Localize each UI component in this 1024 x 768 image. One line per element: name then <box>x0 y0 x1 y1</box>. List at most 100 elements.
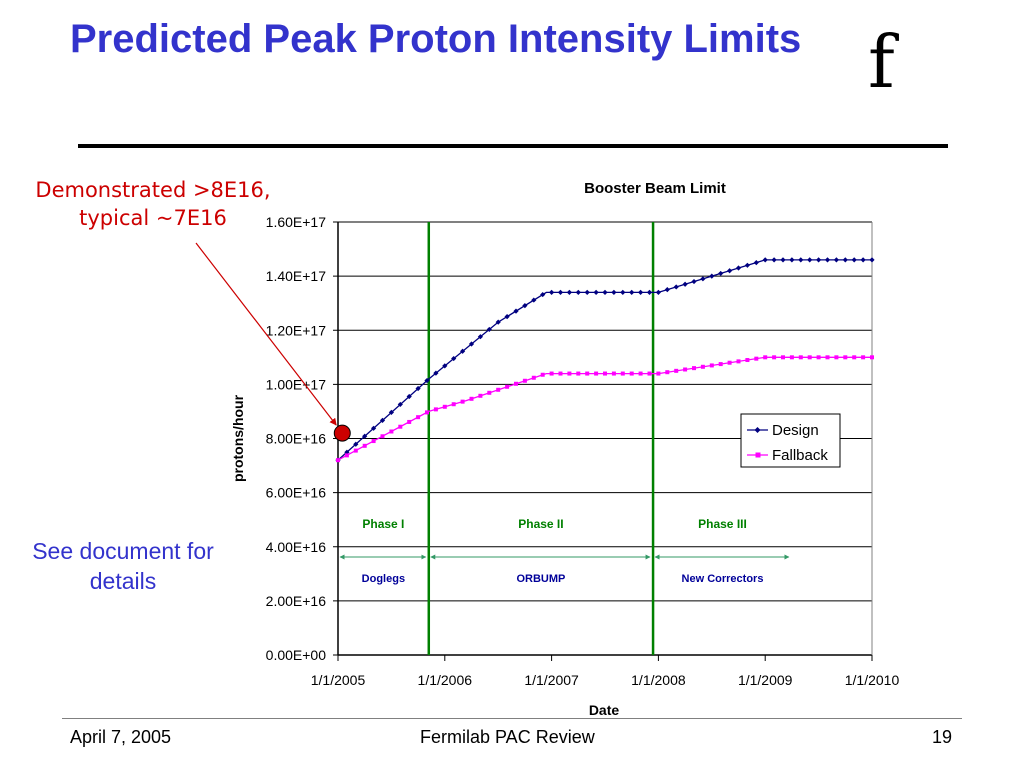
data-point-design <box>735 265 742 271</box>
details-note: See document for details <box>32 538 214 594</box>
legend-swatch-marker <box>755 452 761 458</box>
data-point-fallback <box>709 363 714 368</box>
slide-title: Predicted Peak Proton Intensity Limits <box>70 17 802 61</box>
data-point-fallback <box>558 371 563 376</box>
data-point-fallback <box>603 371 607 376</box>
footer-divider <box>62 718 962 719</box>
data-point-fallback <box>594 371 599 376</box>
y-tick-label: 1.60E+17 <box>266 214 327 230</box>
data-point-fallback <box>789 355 794 360</box>
data-point-design <box>638 289 644 295</box>
y-tick-label: 1.20E+17 <box>266 322 327 338</box>
data-point-design <box>433 370 439 376</box>
phase-span-label: New Correctors <box>682 573 764 585</box>
data-point-fallback <box>451 402 456 407</box>
data-point-design <box>477 334 483 340</box>
demonstrated-callout: Demonstrated >8E16, typical ~7E16 <box>35 178 271 230</box>
data-point-fallback <box>665 370 670 375</box>
data-point-design <box>833 257 839 263</box>
data-point-fallback <box>718 362 723 367</box>
data-point-design <box>406 393 412 400</box>
data-point-design <box>344 449 350 455</box>
data-point-design <box>442 363 448 369</box>
chart-series <box>335 257 875 463</box>
data-point-fallback <box>478 393 483 398</box>
data-point-design <box>807 257 813 263</box>
data-point-design <box>727 268 733 274</box>
data-point-fallback <box>620 371 625 376</box>
data-point-fallback <box>425 410 429 415</box>
y-tick-label: 1.00E+17 <box>266 376 327 392</box>
data-point-design <box>780 257 786 263</box>
x-tick-label: 1/1/2007 <box>524 672 579 688</box>
data-point-design <box>816 257 822 263</box>
data-point-fallback <box>371 439 376 444</box>
data-point-fallback <box>389 429 394 434</box>
data-point-fallback <box>380 434 385 439</box>
y-tick-label: 4.00E+16 <box>266 539 327 555</box>
demonstrated-marker <box>333 424 351 442</box>
data-point-design <box>495 319 501 325</box>
data-point-fallback <box>683 367 688 372</box>
data-point-design <box>655 289 661 295</box>
data-point-fallback <box>487 390 492 395</box>
phase-span-label: ORBUMP <box>516 573 565 585</box>
x-tick-label: 1/1/2006 <box>418 672 473 688</box>
chart-legend: Design Fallback <box>740 413 841 468</box>
y-tick-label: 8.00E+16 <box>266 431 327 447</box>
data-point-design <box>531 297 537 303</box>
x-tick-label: 1/1/2008 <box>631 672 686 688</box>
data-point-design <box>388 409 394 415</box>
y-tick-label: 6.00E+16 <box>266 485 327 501</box>
x-tick-label: 1/1/2009 <box>738 672 793 688</box>
data-point-fallback <box>460 399 465 404</box>
y-tick-label: 2.00E+16 <box>266 593 327 609</box>
data-point-design <box>771 257 777 263</box>
data-point-fallback <box>807 355 812 360</box>
data-point-fallback <box>514 381 518 386</box>
x-axis-label: Date <box>589 702 620 718</box>
page-number: 19 <box>932 727 953 747</box>
x-tick-label: 1/1/2005 <box>311 672 366 688</box>
chart-labels: 0.00E+00 2.00E+16 4.00E+16 6.00E+16 8.00E+16… <box>230 180 899 718</box>
data-point-design <box>718 270 724 277</box>
phase-label: Phase I <box>362 517 404 531</box>
data-point-design <box>460 348 466 354</box>
data-point-fallback <box>629 371 634 376</box>
callout-arrow <box>195 242 337 426</box>
data-point-design <box>842 257 848 263</box>
data-point-design <box>709 273 715 279</box>
phase-annotations: Phase I Doglegs Phase II ORBUMP Phase III New… <box>339 222 790 655</box>
data-point-design <box>682 281 688 287</box>
data-point-fallback <box>469 396 474 401</box>
legend-label-design: Design <box>772 422 819 439</box>
data-point-design <box>851 257 857 263</box>
data-point-design <box>362 433 368 439</box>
data-point-fallback <box>416 415 421 420</box>
data-point-fallback <box>336 458 340 463</box>
data-point-fallback <box>531 375 536 380</box>
data-point-design <box>824 257 831 263</box>
data-point-design <box>540 291 546 298</box>
grid-lines <box>338 221 872 602</box>
data-point-fallback <box>362 443 367 448</box>
legend-label-fallback: Fallback <box>772 447 828 464</box>
data-point-design <box>611 289 617 295</box>
data-point-fallback <box>825 355 830 360</box>
data-point-fallback <box>505 384 510 389</box>
data-point-fallback <box>344 453 349 458</box>
data-point-design <box>869 257 875 263</box>
data-point-design <box>584 289 590 295</box>
data-point-design <box>468 341 475 347</box>
data-point-fallback <box>692 366 696 371</box>
chart-title: Booster Beam Limit <box>584 180 726 197</box>
data-point-design <box>664 287 670 293</box>
legend-box <box>740 413 841 468</box>
data-point-fallback <box>816 355 821 360</box>
data-point-design <box>522 302 528 309</box>
data-point-design <box>620 289 626 295</box>
phase-label: Phase II <box>518 517 563 531</box>
data-point-design <box>798 257 804 263</box>
data-point-design <box>415 385 421 392</box>
